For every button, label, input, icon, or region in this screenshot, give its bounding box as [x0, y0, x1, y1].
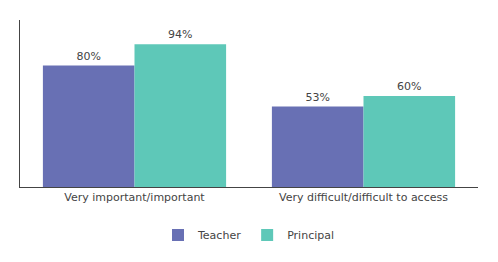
svg-text:Teacher: Teacher [197, 229, 241, 242]
svg-text:Principal: Principal [287, 229, 334, 242]
svg-text:53%: 53% [305, 91, 329, 104]
svg-text:Very important/important: Very important/important [64, 191, 205, 204]
svg-text:80%: 80% [76, 50, 100, 63]
svg-text:94%: 94% [168, 28, 192, 41]
svg-text:60%: 60% [397, 80, 421, 93]
svg-text:Very difficult/difficult to ac: Very difficult/difficult to access [279, 191, 448, 204]
